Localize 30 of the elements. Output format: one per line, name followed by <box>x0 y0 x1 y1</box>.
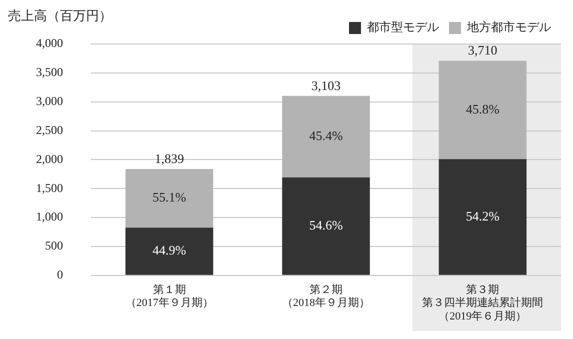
y-tick-label: 4,000 <box>36 36 63 50</box>
total-label: 3,710 <box>468 42 498 58</box>
y-axis-title: 売上高（百万円） <box>8 8 112 23</box>
annotation: 45.8% <box>466 101 500 116</box>
y-tick-label: 2,000 <box>36 152 63 166</box>
legend-label: 都市型モデル <box>367 20 439 34</box>
legend-label: 地方都市モデル <box>466 20 551 34</box>
y-tick-label: 2,500 <box>36 122 63 137</box>
x-tick-label: 第２期（2018年９月期） <box>282 284 370 310</box>
bar <box>282 177 370 275</box>
total-label: 3,103 <box>311 78 341 93</box>
annotation: 45.4% <box>309 128 343 144</box>
bar <box>438 159 527 275</box>
y-tick-label: 0 <box>57 268 63 282</box>
annotation: 55.1% <box>152 190 186 205</box>
bar <box>125 228 214 275</box>
y-tick-label: 1,500 <box>36 180 63 195</box>
annotation: 44.9% <box>152 242 186 258</box>
x-tick-label: 第１期（2017年９月期） <box>125 284 214 310</box>
x-tick-label: 第３期第３四半期連結累計期間（2019年６月期） <box>422 284 544 322</box>
y-tick-label: 500 <box>45 238 63 253</box>
annotation: 54.6% <box>309 218 343 233</box>
y-tick-label: 3,500 <box>36 65 63 80</box>
total-label: 1,839 <box>154 150 184 166</box>
y-tick-label: 1,000 <box>36 210 63 224</box>
bar <box>125 169 214 228</box>
bar <box>282 96 370 178</box>
bar <box>438 60 527 160</box>
annotation: 54.2% <box>466 208 500 224</box>
y-tick-label: 3,000 <box>36 94 63 108</box>
